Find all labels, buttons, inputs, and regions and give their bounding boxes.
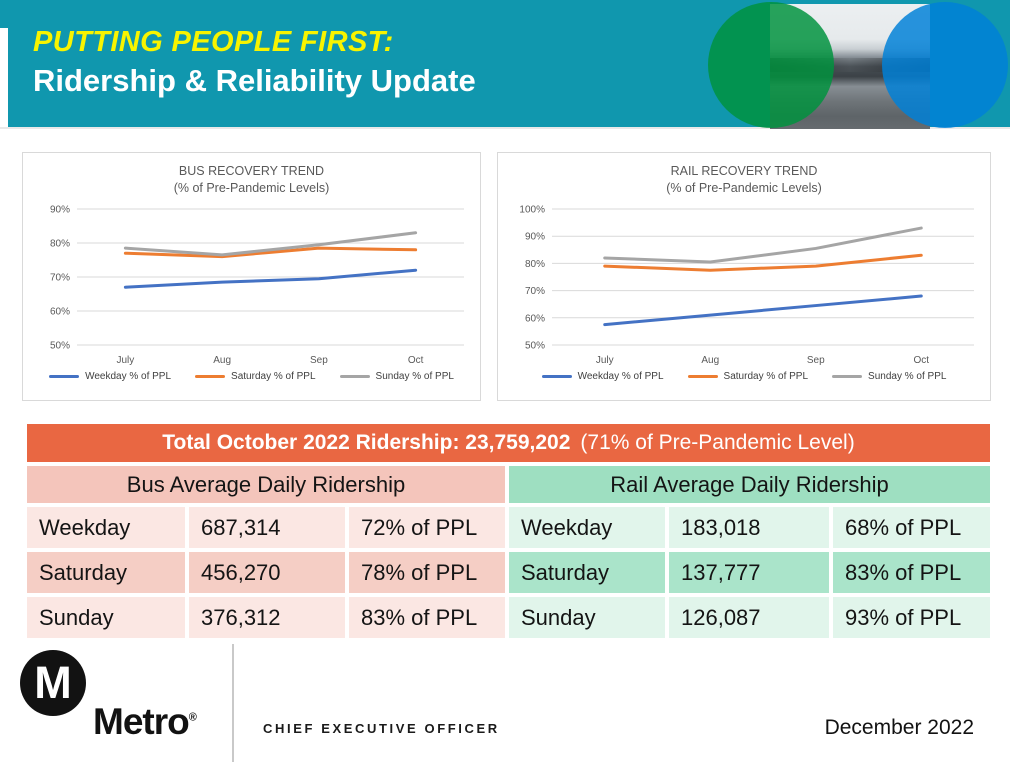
table-cell: Sunday <box>27 597 185 638</box>
x-tick-label: Sep <box>807 355 825 366</box>
table-cell: Saturday <box>509 552 665 593</box>
rail-chart-svg: 100% 90% 80% 70% 60% 50% July Aug Sep Oct <box>519 205 974 366</box>
y-tick-label: 80% <box>50 239 70 250</box>
legend-swatch <box>832 375 863 378</box>
table-cell: 137,777 <box>669 552 829 593</box>
y-tick-label: 100% <box>519 205 545 216</box>
table-cell: 68% of PPL <box>833 507 990 548</box>
y-tick-label: 60% <box>50 307 70 318</box>
legend-swatch <box>687 375 718 378</box>
y-tick-label: 50% <box>50 341 70 352</box>
bus-chart-title: BUS RECOVERY TREND (% of Pre-Pandemic Le… <box>23 163 480 196</box>
legend-label: Saturday % of PPL <box>723 371 809 382</box>
bus-chart-svg: 90% 80% 70% 60% 50% July Aug Sep Oct <box>50 205 464 366</box>
table-cell: 687,314 <box>189 507 345 548</box>
series-line <box>603 294 923 327</box>
table-cell: 93% of PPL <box>833 597 990 638</box>
slide-date: December 2022 <box>824 716 974 739</box>
y-tick-label: 70% <box>50 273 70 284</box>
x-tick-label: Aug <box>213 355 231 366</box>
bus-chart-title-line1: BUS RECOVERY TREND <box>178 164 325 178</box>
table-cell: 456,270 <box>189 552 345 593</box>
rail-chart-title-line2: (% of Pre-Pandemic Levels) <box>666 180 822 195</box>
rail-chart-title: RAIL RECOVERY TREND (% of Pre-Pandemic L… <box>498 163 990 196</box>
legend-item: Weekday % of PPL <box>49 371 171 382</box>
legend-item: Weekday % of PPL <box>541 371 664 382</box>
green-circle <box>708 2 834 128</box>
table-cell: Weekday <box>509 507 665 548</box>
bus-table-title: Bus Average Daily Ridership <box>27 466 505 503</box>
metro-wordmark: Metro® <box>93 701 197 742</box>
legend-label: Sunday % of PPL <box>868 371 947 382</box>
rail-ridership-table: Rail Average Daily Ridership Weekday 183,0… <box>509 466 990 638</box>
header-photo-collage <box>700 0 1010 129</box>
legend-label: Weekday % of PPL <box>85 371 172 382</box>
table-cell: 83% of PPL <box>349 597 505 638</box>
registered-mark: ® <box>188 711 197 724</box>
rail-chart-card: RAIL RECOVERY TREND (% of Pre-Pandemic L… <box>497 152 991 401</box>
x-tick-label: Oct <box>408 355 424 366</box>
y-tick-label: 90% <box>525 232 545 243</box>
legend-swatch <box>195 375 226 378</box>
legend-item: Saturday % of PPL <box>687 371 809 382</box>
table-cell: 126,087 <box>669 597 829 638</box>
bus-chart-card: BUS RECOVERY TREND (% of Pre-Pandemic Le… <box>22 152 481 401</box>
y-tick-label: 60% <box>525 313 545 324</box>
legend-swatch <box>339 375 370 378</box>
x-tick-label: July <box>116 355 134 366</box>
series-line <box>123 268 418 289</box>
table-cell: Sunday <box>509 597 665 638</box>
legend-swatch <box>541 375 572 378</box>
header: PUTTING PEOPLE FIRST: Ridership & Reliab… <box>0 0 1010 129</box>
series-line <box>603 226 923 264</box>
legend-item: Sunday % of PPL <box>832 371 946 382</box>
table-cell: Weekday <box>27 507 185 548</box>
legend-label: Weekday % of PPL <box>577 371 664 382</box>
chart-legend: Weekday % of PPL Saturday % of PPL Sunday … <box>498 371 990 382</box>
series-line <box>123 246 418 259</box>
y-tick-label: 90% <box>50 205 70 216</box>
ridership-banner: Total October 2022 Ridership: 23,759,202… <box>27 424 990 462</box>
legend-label: Sunday % of PPL <box>375 371 454 382</box>
table-cell: 183,018 <box>669 507 829 548</box>
x-tick-label: July <box>596 355 614 366</box>
table-cell: 83% of PPL <box>833 552 990 593</box>
metro-logo: M <box>20 650 86 716</box>
table-cell: 78% of PPL <box>349 552 505 593</box>
blue-circle <box>882 2 1008 128</box>
legend-label: Saturday % of PPL <box>231 371 316 382</box>
series-line <box>603 253 923 272</box>
series-line <box>123 231 418 257</box>
table-cell: 376,312 <box>189 597 345 638</box>
legend-item: Sunday % of PPL <box>339 371 454 382</box>
y-tick-label: 70% <box>525 286 545 297</box>
legend-item: Saturday % of PPL <box>195 371 316 382</box>
x-tick-label: Oct <box>913 355 929 366</box>
y-tick-label: 80% <box>525 259 545 270</box>
header-left-notch <box>0 28 8 127</box>
bus-chart-title-line2: (% of Pre-Pandemic Levels) <box>173 180 330 195</box>
x-tick-label: Sep <box>310 355 328 366</box>
banner-percent: (71% of Pre-Pandemic Level) <box>580 431 855 454</box>
office-label: CHIEF EXECUTIVE OFFICER <box>263 721 500 736</box>
footer-divider <box>232 644 234 762</box>
legend-swatch <box>49 375 80 378</box>
table-cell: 72% of PPL <box>349 507 505 548</box>
rail-table-title: Rail Average Daily Ridership <box>509 466 990 503</box>
y-tick-label: 50% <box>525 341 545 352</box>
bus-ridership-table: Bus Average Daily Ridership Weekday 687,31… <box>27 466 505 638</box>
metro-logo-m: M <box>34 657 72 708</box>
rail-chart-title-line1: RAIL RECOVERY TREND <box>670 164 818 178</box>
header-kicker: PUTTING PEOPLE FIRST: <box>33 26 394 58</box>
chart-legend: Weekday % of PPL Saturday % of PPL Sunday … <box>23 371 480 382</box>
table-cell: Saturday <box>27 552 185 593</box>
page-title: Ridership & Reliability Update <box>33 63 476 98</box>
banner-total: Total October 2022 Ridership: 23,759,202 <box>162 431 571 454</box>
x-tick-label: Aug <box>701 355 719 366</box>
